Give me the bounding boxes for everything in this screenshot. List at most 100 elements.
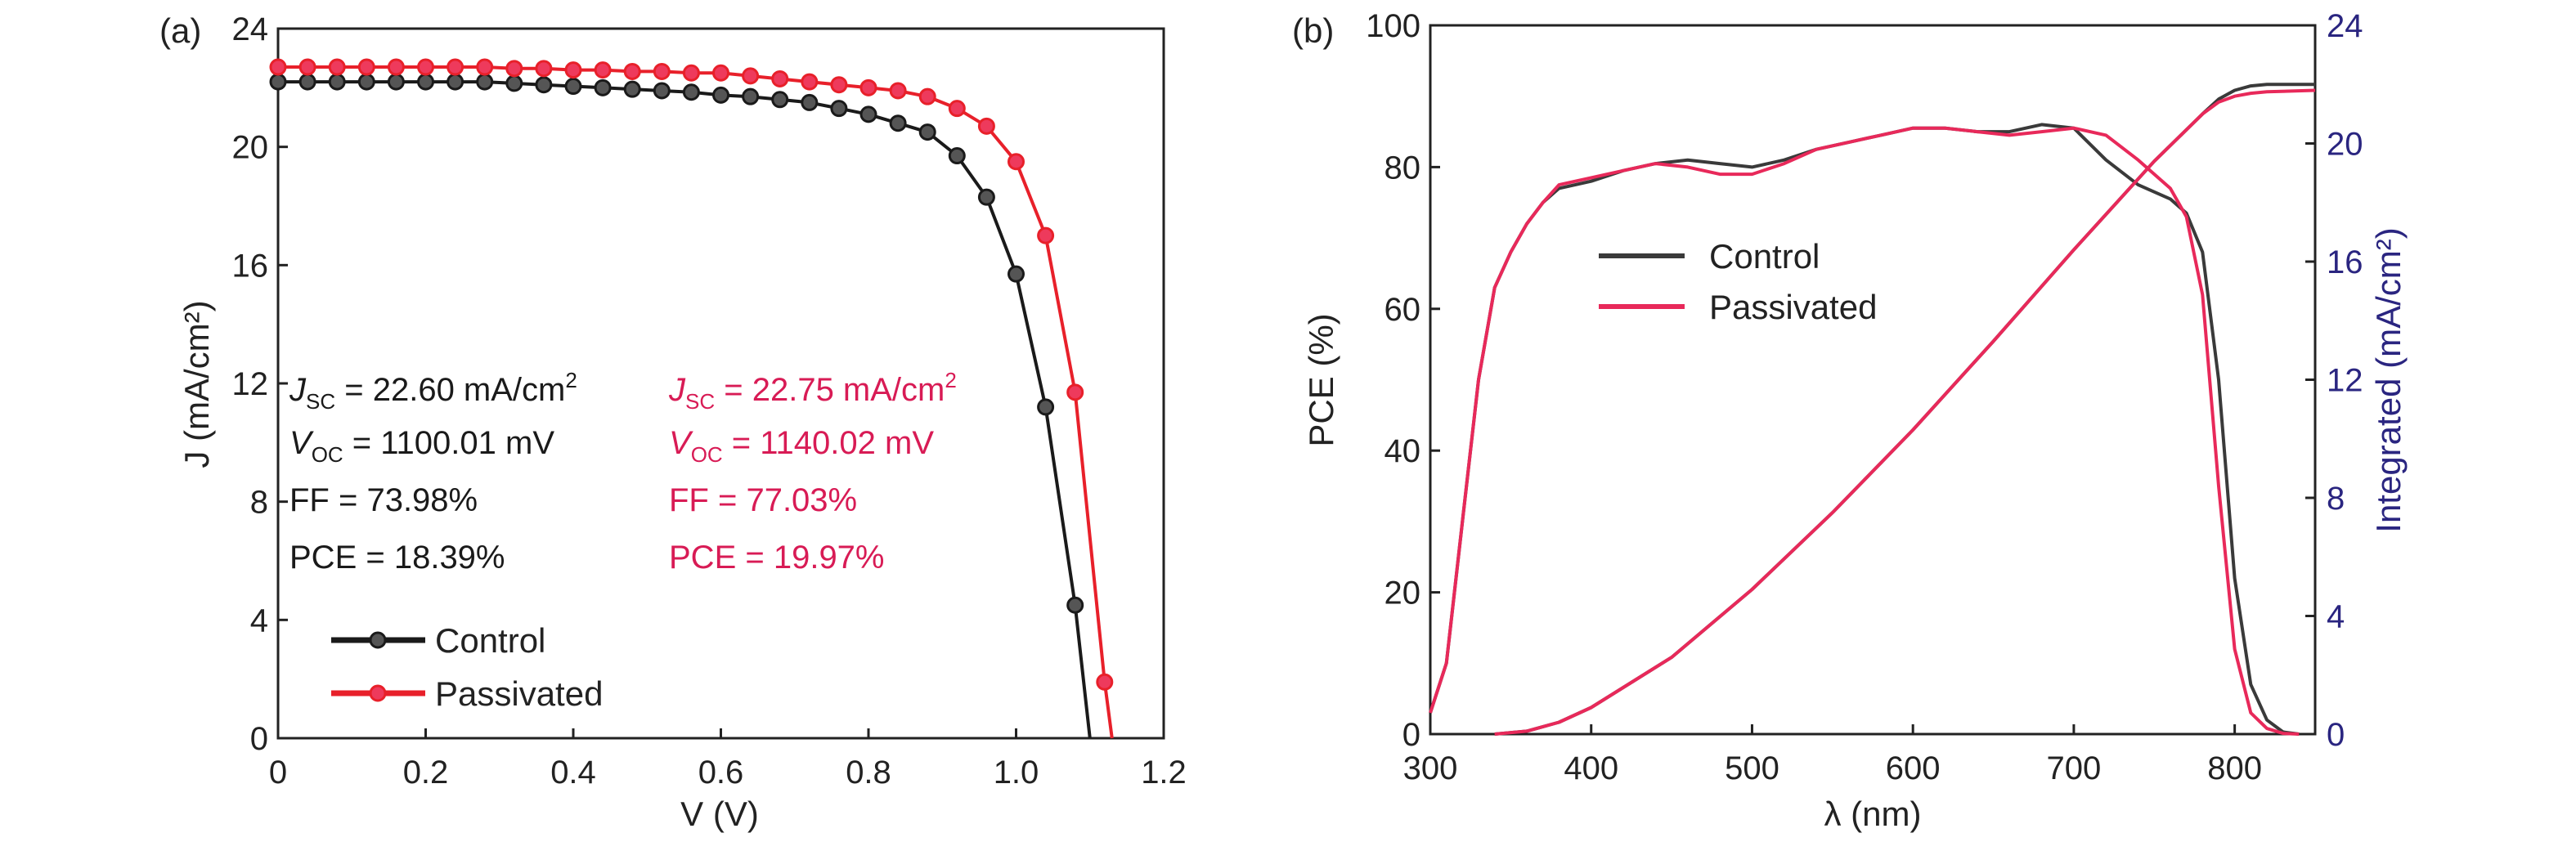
data-point-control	[298, 73, 316, 91]
data-point-control	[682, 83, 700, 101]
panel-a-xtick-label: 0.8	[846, 755, 891, 791]
data-point-control	[387, 73, 405, 91]
panel-a-ylabel: J (mA/cm²)	[177, 300, 216, 468]
panel-b-ytick-label: 60	[1384, 292, 1421, 328]
panel-a-ytick-label: 0	[250, 721, 268, 757]
legend-marker-passivated	[369, 684, 387, 702]
data-point-passivated	[1066, 383, 1084, 401]
data-point-control	[594, 78, 612, 96]
data-point-passivated	[1037, 226, 1055, 244]
annotation-ff-passivated: FF = 77.03%	[669, 482, 857, 518]
data-point-control	[476, 73, 494, 91]
data-point-passivated	[830, 76, 848, 94]
data-point-control	[948, 147, 966, 165]
data-point-passivated	[771, 69, 789, 87]
panel-b-ytick-label: 80	[1384, 150, 1421, 186]
panel-b-label: (b)	[1292, 11, 1334, 50]
panel-a-ytick-label: 8	[250, 485, 268, 521]
data-point-passivated	[889, 82, 907, 100]
data-point-control	[977, 188, 995, 206]
annotation-jsc-control: JSC = 22.60 mA/cm2	[289, 368, 577, 414]
panel-a-xtick-label: 1.2	[1141, 755, 1187, 791]
panel-b-ytick-label: 100	[1366, 8, 1420, 44]
integrated-line-3	[1494, 88, 2316, 736]
panel-b-y2tick-label: 12	[2327, 363, 2363, 399]
data-point-passivated	[387, 58, 405, 76]
annotation-pce-passivated: PCE = 19.97%	[669, 540, 885, 576]
eqe-line-0	[1429, 123, 2300, 736]
annotation-pce-control: PCE = 18.39%	[289, 540, 505, 576]
data-point-control	[771, 91, 789, 109]
annotation-ff-control: FF = 73.98%	[289, 482, 478, 518]
data-point-passivated	[476, 58, 494, 76]
data-point-control	[859, 105, 877, 123]
panel-b-y2tick-label: 0	[2327, 717, 2345, 753]
annotation-voc-control: VOC = 1100.01 mV	[289, 425, 554, 467]
panel-b-ytick-label: 0	[1402, 717, 1420, 753]
panel-a-label: (a)	[159, 11, 201, 50]
panel-b-y2tick-label: 16	[2327, 244, 2363, 280]
data-point-passivated	[948, 100, 966, 118]
panel-a-xtick-label: 0.2	[403, 755, 449, 791]
data-point-passivated	[977, 117, 995, 135]
data-point-control	[1066, 596, 1084, 614]
panel-a-xtick-label: 0.6	[698, 755, 744, 791]
panel-a-xtick-label: 0.4	[550, 755, 596, 791]
panel-b-ytick-label: 20	[1384, 576, 1421, 611]
data-point-passivated	[269, 58, 287, 76]
legend-label-passivated: Passivated	[435, 674, 603, 713]
panel-a-ytick-label: 4	[250, 602, 268, 638]
data-point-passivated	[447, 58, 464, 76]
data-point-control	[830, 100, 848, 118]
data-point-control	[269, 73, 287, 91]
data-point-passivated	[801, 73, 819, 91]
data-point-control	[623, 80, 641, 98]
data-point-control	[505, 74, 523, 92]
data-point-control	[447, 73, 464, 91]
data-point-passivated	[653, 62, 671, 80]
data-point-passivated	[918, 87, 936, 105]
panel-b-y2tick-label: 8	[2327, 481, 2345, 517]
panel-a-annotations: JSC = 22.60 mA/cm2 VOC = 1100.01 mV FF = 7…	[289, 368, 957, 576]
data-point-control	[564, 78, 582, 96]
data-point-control	[357, 73, 375, 91]
data-point-passivated	[623, 62, 641, 80]
data-point-control	[417, 73, 434, 91]
annotation-jsc-passivated: JSC = 22.75 mA/cm2	[668, 368, 957, 414]
panel-b-xtick-label: 700	[2047, 750, 2102, 786]
data-point-passivated	[1096, 673, 1114, 691]
data-point-control	[1008, 265, 1025, 283]
data-point-passivated	[712, 64, 729, 82]
data-point-control	[535, 76, 553, 94]
panel-b-xtick-label: 800	[2207, 750, 2262, 786]
data-point-passivated	[298, 58, 316, 76]
data-point-control	[742, 87, 760, 105]
panel-b-xtick-label: 600	[1886, 750, 1941, 786]
panel-b-y2label: Integrated (mA/cm²)	[2369, 227, 2408, 532]
data-point-passivated	[859, 78, 877, 96]
data-point-control	[328, 73, 346, 91]
integrated-line-2	[1494, 83, 2315, 736]
panel-b-ylabel: PCE (%)	[1302, 313, 1340, 446]
panel-a-xlabel: V (V)	[680, 795, 759, 833]
panel-b-y2tick-label: 24	[2327, 8, 2363, 44]
legend-marker-control	[369, 631, 387, 649]
panel-b-xtick-label: 400	[1564, 750, 1618, 786]
panel-b-xtick-label: 300	[1403, 750, 1458, 786]
data-point-control	[712, 86, 729, 104]
panel-a: (a) V (V) J (mA/cm²) JSC = 22.60 mA/cm2 V…	[159, 11, 1187, 833]
data-point-passivated	[742, 67, 760, 85]
eqe-line-1	[1429, 126, 2300, 736]
data-point-passivated	[417, 58, 434, 76]
data-point-control	[1037, 398, 1055, 416]
data-point-control	[918, 123, 936, 141]
data-point-passivated	[1008, 153, 1025, 171]
panel-a-xtick-label: 1.0	[994, 755, 1039, 791]
panel-a-xtick-label: 0	[269, 755, 287, 791]
legend-label-passivated: Passivated	[1709, 288, 1877, 326]
data-point-passivated	[505, 60, 523, 78]
data-point-passivated	[594, 61, 612, 79]
panel-b-ytick-label: 40	[1384, 433, 1421, 469]
data-point-passivated	[328, 58, 346, 76]
